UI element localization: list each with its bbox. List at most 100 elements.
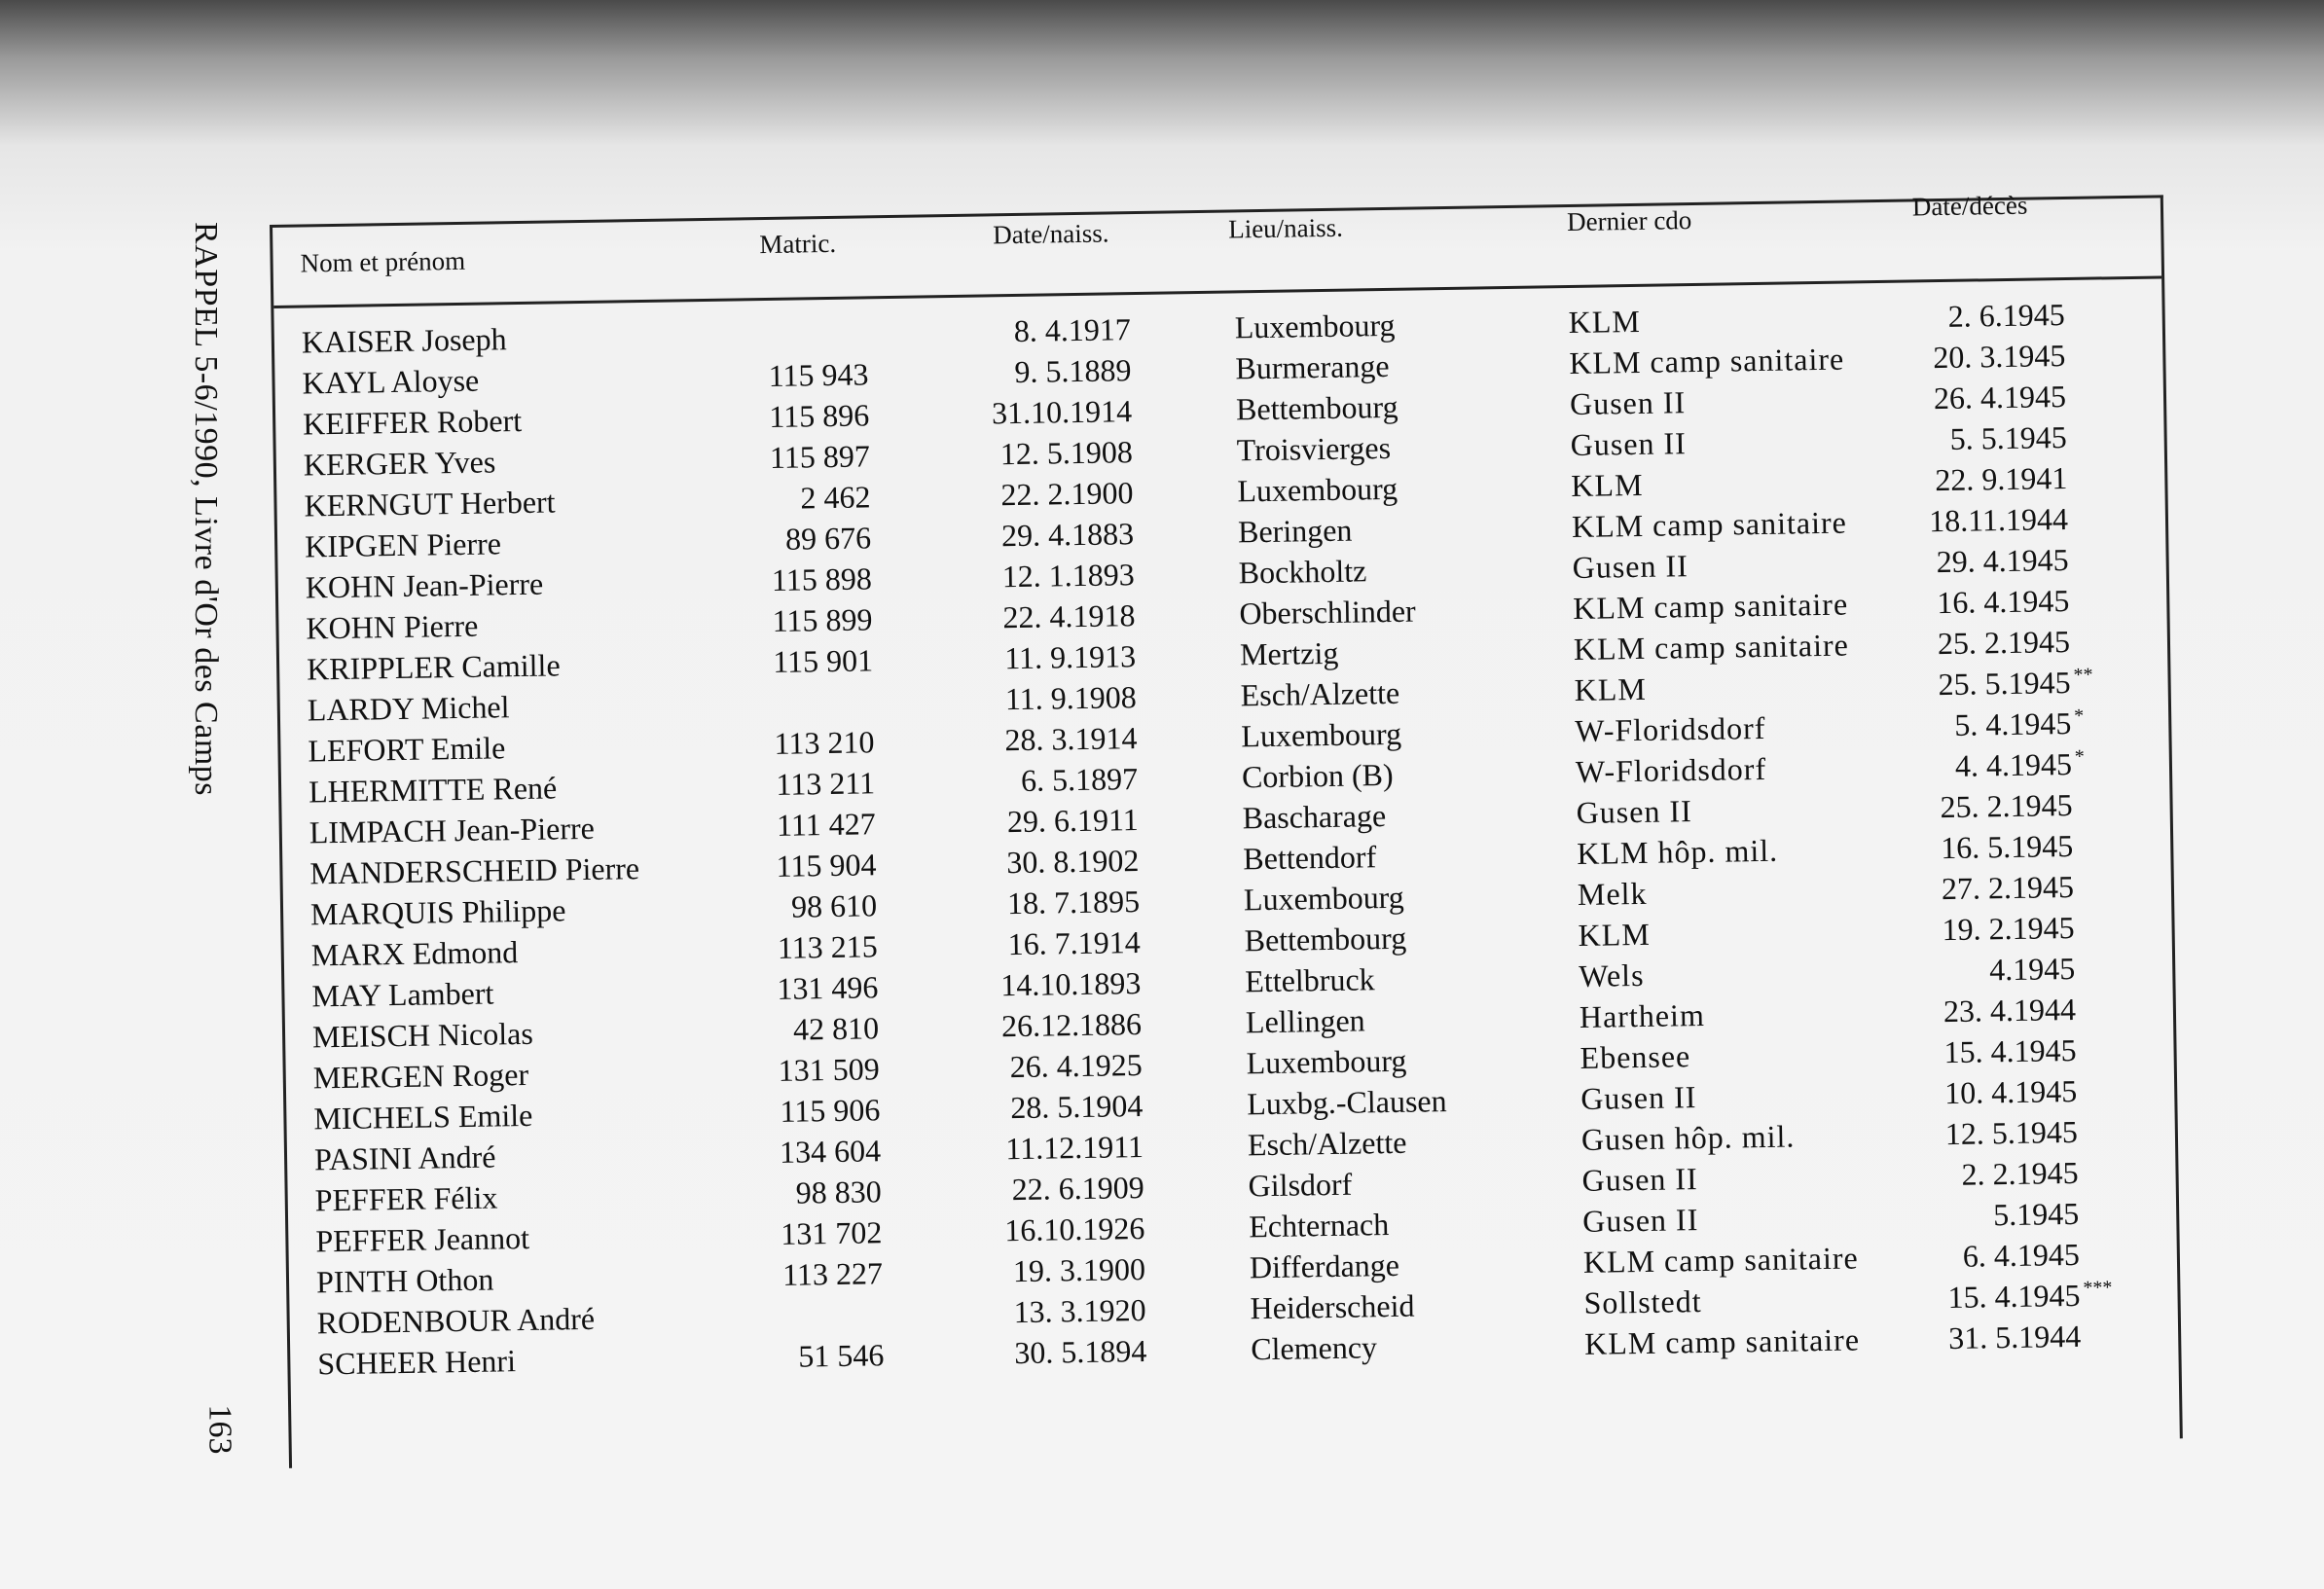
- cell-dob: 8. 4.1917: [1013, 311, 1132, 348]
- cell-cdo: KLM camp sanitaire: [1583, 1321, 1861, 1361]
- cell-note: *: [2073, 704, 2085, 727]
- cell-matric: 115 897: [769, 438, 871, 475]
- cell-dod: 26. 4.1945: [1933, 379, 2067, 416]
- cell-dod: 29. 4.1945: [1936, 542, 2069, 580]
- cell-cdo: KLM camp sanitaire: [1569, 341, 1845, 381]
- cell-note: *: [2074, 745, 2085, 768]
- cell-cdo: KLM: [1568, 303, 1642, 341]
- cell-dod: 15. 4.1945: [1947, 1277, 2081, 1316]
- cell-dob: 9. 5.1889: [1014, 352, 1132, 389]
- cell-dod: 25. 2.1945: [1940, 786, 2073, 825]
- cell-pob: Corbion (B): [1241, 756, 1394, 795]
- cell-cdo: Wels: [1579, 957, 1645, 993]
- cell-dob: 19. 3.1900: [1012, 1250, 1146, 1289]
- cell-pob: Differdange: [1249, 1246, 1400, 1285]
- cell-dob: 29. 4.1883: [1000, 516, 1135, 554]
- cell-matric: 115 898: [771, 560, 873, 597]
- cell-pob: Luxbg.-Clausen: [1247, 1083, 1447, 1122]
- cell-pob: Luxembourg: [1241, 715, 1402, 754]
- cell-matric: 131 702: [781, 1214, 883, 1251]
- cell-dod: 10. 4.1945: [1943, 1072, 2078, 1111]
- cell-pob: Bettembourg: [1244, 920, 1407, 958]
- cell-pob: Echternach: [1249, 1207, 1390, 1245]
- cell-name: PEFFER Félix: [314, 1179, 498, 1218]
- cell-dod: 15. 4.1945: [1943, 1031, 2077, 1070]
- cell-name: MANDERSCHEID Pierre: [309, 850, 640, 891]
- cell-dob: 22. 6.1909: [1011, 1170, 1144, 1208]
- cell-matric: 115 899: [772, 601, 873, 638]
- cell-dod: 27. 2.1945: [1941, 868, 2075, 907]
- cell-name: SCHEER Henri: [317, 1343, 517, 1382]
- cell-cdo: W-Floridsdorf: [1575, 709, 1766, 748]
- cell-cdo: Gusen II: [1569, 384, 1687, 422]
- cell-name: MARQUIS Philippe: [309, 892, 566, 932]
- cell-dod: 18.11.1944: [1928, 501, 2069, 539]
- cell-dob: 11.12.1911: [1005, 1129, 1144, 1167]
- cell-dod: 16. 4.1945: [1937, 583, 2070, 621]
- cell-dob: 12. 5.1908: [999, 434, 1134, 472]
- cell-name: MAY Lambert: [311, 975, 494, 1014]
- cell-dob: 14.10.1893: [1000, 965, 1142, 1003]
- cell-dob: 22. 4.1918: [1002, 597, 1136, 635]
- cell-name: MICHELS Emile: [313, 1097, 533, 1137]
- cell-note: **: [2073, 664, 2093, 686]
- cell-name: LEFORT Emile: [308, 730, 506, 769]
- cell-cdo: KLM camp sanitaire: [1573, 627, 1850, 668]
- cell-name: LARDY Michel: [307, 689, 510, 728]
- cell-dob: 30. 5.1894: [1014, 1332, 1147, 1371]
- cell-dob: 28. 5.1904: [1010, 1088, 1144, 1126]
- cell-matric: 111 427: [776, 806, 877, 843]
- cell-matric: 131 509: [778, 1051, 880, 1088]
- cell-name: KAISER Joseph: [301, 321, 507, 360]
- cell-cdo: Gusen II: [1570, 425, 1688, 463]
- cell-matric: 115 904: [776, 847, 877, 884]
- cell-cdo: KLM: [1571, 466, 1644, 504]
- cell-name: KEIFFER Robert: [302, 402, 523, 442]
- cell-cdo: Sollstedt: [1583, 1283, 1702, 1320]
- cell-pob: Bettembourg: [1235, 388, 1398, 427]
- cell-matric: 42 810: [792, 1010, 880, 1047]
- cell-dob: 28. 3.1914: [1004, 720, 1138, 758]
- cell-dob: 22. 2.1900: [1000, 475, 1134, 513]
- cell-cdo: Melk: [1577, 875, 1648, 912]
- running-header: RAPPEL 5-6/1990, Livre d'Or des Camps: [188, 222, 224, 796]
- cell-name: PINTH Othon: [315, 1261, 494, 1300]
- cell-dod: 31. 5.1944: [1947, 1318, 2082, 1356]
- cell-dod: 22. 9.1941: [1935, 460, 2068, 498]
- header-name: Nom et prénom: [300, 245, 466, 278]
- cell-pob: Beringen: [1237, 512, 1353, 550]
- cell-pob: Lellingen: [1245, 1002, 1365, 1040]
- cell-name: LIMPACH Jean-Pierre: [309, 810, 596, 850]
- header-pob: Lieu/naiss.: [1227, 212, 1344, 244]
- cell-matric: 115 896: [769, 397, 870, 434]
- cell-dod: 2. 6.1945: [1947, 297, 2065, 334]
- cell-cdo: Gusen II: [1581, 1202, 1699, 1239]
- cell-matric: 98 830: [795, 1174, 882, 1210]
- cell-dob: 13. 3.1920: [1013, 1291, 1146, 1330]
- cell-dod: 5.1945: [1992, 1195, 2080, 1233]
- cell-pob: Luxembourg: [1237, 470, 1398, 509]
- cell-dob: 29. 6.1911: [1006, 802, 1139, 840]
- cell-note: ***: [2083, 1277, 2113, 1299]
- cell-matric: 115 901: [773, 642, 874, 679]
- deceased-table: Nom et prénom Matric. Date/naiss. Lieu/n…: [270, 191, 2183, 1468]
- cell-cdo: Hartheim: [1579, 996, 1706, 1034]
- cell-pob: Oberschlinder: [1239, 593, 1416, 632]
- cell-cdo: Gusen II: [1581, 1161, 1698, 1198]
- cell-pob: Esch/Alzette: [1247, 1124, 1407, 1163]
- cell-pob: Troisvierges: [1236, 429, 1392, 468]
- cell-dod: 5. 4.1945: [1954, 704, 2072, 742]
- cell-cdo: KLM hôp. mil.: [1577, 832, 1779, 871]
- cell-name: MERGEN Roger: [312, 1056, 529, 1096]
- cell-name: KERGER Yves: [303, 444, 496, 483]
- header-cdo: Dernier cdo: [1566, 205, 1692, 237]
- table-header: Nom et prénom Matric. Date/naiss. Lieu/n…: [272, 191, 2162, 308]
- header-dod: Date/décès: [1911, 190, 2028, 222]
- cell-dod: 4. 4.1945: [1954, 745, 2073, 783]
- cell-name: KOHN Pierre: [306, 607, 479, 646]
- cell-matric: 113 211: [776, 765, 876, 802]
- page-number: 163: [201, 1404, 238, 1455]
- cell-cdo: Gusen II: [1576, 793, 1692, 830]
- cell-matric: 115 943: [768, 356, 869, 393]
- cell-dod: 4.1945: [1988, 950, 2076, 988]
